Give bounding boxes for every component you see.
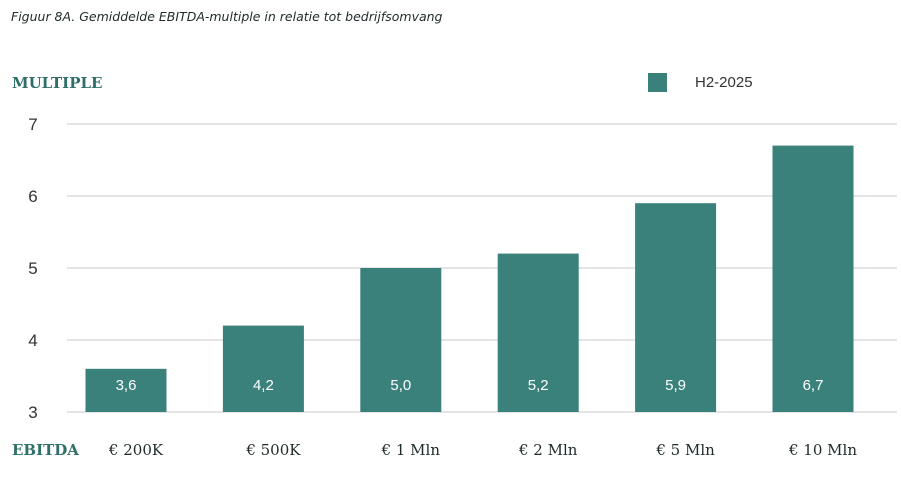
bar xyxy=(360,268,442,412)
data-label: 5,2 xyxy=(528,377,549,394)
x-tick-label: € 2 Mln xyxy=(518,441,578,459)
x-axis-title: EBITDA xyxy=(12,441,79,459)
y-tick-label: 4 xyxy=(28,331,37,350)
x-tick-label: € 10 Mln xyxy=(788,441,857,459)
figure-caption: Figuur 8A. Gemiddelde EBITDA-multiple in… xyxy=(11,9,443,24)
bar xyxy=(497,253,579,412)
x-tick-label: € 200K xyxy=(108,441,164,459)
data-label: 5,9 xyxy=(665,377,686,394)
x-tick-label: € 1 Mln xyxy=(381,441,441,459)
data-label: 5,0 xyxy=(390,377,411,394)
y-tick-label: 6 xyxy=(28,187,37,206)
data-label: 4,2 xyxy=(253,377,274,394)
bar xyxy=(85,368,167,412)
bar xyxy=(772,145,854,412)
legend-label: H2-2025 xyxy=(695,74,753,91)
bar xyxy=(222,325,304,412)
x-tick-label: € 500K xyxy=(245,441,301,459)
y-tick-label: 7 xyxy=(28,115,37,134)
data-label: 3,6 xyxy=(116,377,137,394)
y-tick-label: 3 xyxy=(28,403,37,422)
legend: H2-2025 xyxy=(648,73,753,92)
data-label: 6,7 xyxy=(803,377,824,394)
bar xyxy=(635,203,717,412)
x-tick-label: € 5 Mln xyxy=(655,441,715,459)
legend-swatch xyxy=(648,73,667,92)
y-tick-label: 5 xyxy=(28,259,37,278)
y-axis-title: MULTIPLE xyxy=(12,74,103,92)
